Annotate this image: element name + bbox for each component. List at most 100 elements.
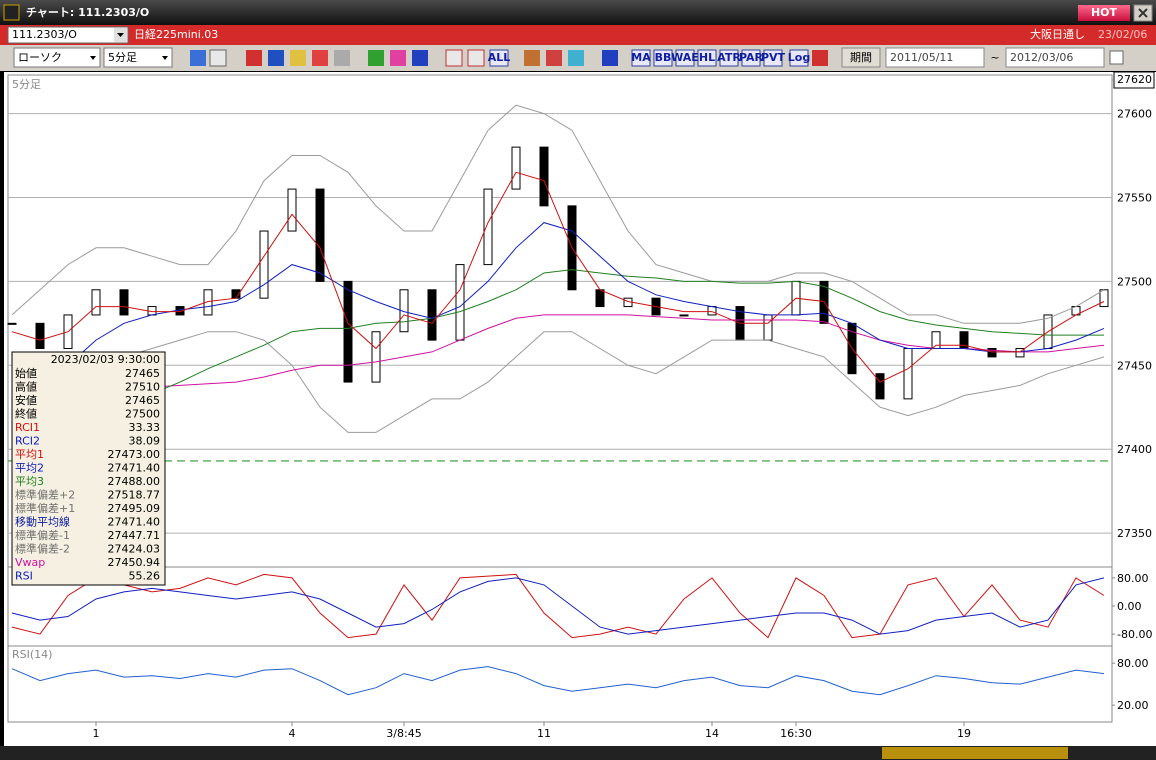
date-to[interactable]: 2012/03/06 [1010,51,1073,64]
tool-icon[interactable] [568,50,584,66]
tool-icon[interactable] [190,50,206,66]
tool-icon[interactable] [334,50,350,66]
candle [315,188,325,282]
indicator-button[interactable] [631,49,651,67]
candle [679,314,689,317]
info-label: RCI1 [15,421,40,434]
dropdown-arrow [117,33,124,37]
y-tick-label: 27350 [1117,527,1152,540]
chart-kind-select[interactable] [13,47,101,68]
period-button[interactable] [841,47,881,68]
tool-icon[interactable] [246,50,262,66]
indicator-button[interactable] [719,49,739,67]
y-tick-label: -80.00 [1117,628,1152,641]
info-box-bg [11,351,166,586]
code-box[interactable] [7,26,129,44]
info-value: 27465 [125,394,160,407]
y-tick-label: 80.00 [1117,657,1149,670]
tool-icon[interactable] [546,50,562,66]
hot-label[interactable]: HOT [1091,6,1118,19]
interval-select[interactable] [103,47,173,68]
candle [707,306,717,316]
close-icon [1138,8,1148,18]
x-tick-label: 14 [705,727,719,740]
chart-kind[interactable]: ローソク [18,51,62,64]
tool-icon[interactable] [368,50,384,66]
series-line [11,222,1105,400]
indicator-button[interactable] [763,49,783,67]
tool-icon[interactable] [412,50,428,66]
series-line [11,577,1105,635]
indicator-button-label[interactable]: Log [788,51,810,64]
indicator-button[interactable] [675,49,695,67]
hot-button[interactable] [1078,5,1130,21]
info-label: 平均2 [15,462,44,475]
indicator-button-label[interactable]: HL [699,51,715,64]
date-from-box[interactable] [885,47,985,68]
dropdown-arrow [162,56,168,60]
candle [259,230,269,299]
code[interactable]: 111.2303/O [12,28,77,41]
tool-icon[interactable] [467,49,485,67]
indicator-button[interactable] [489,49,509,67]
indicator-button[interactable] [741,49,761,67]
candle [903,348,913,400]
tool-icon[interactable] [312,50,328,66]
tool-icon[interactable] [209,49,227,67]
period-label[interactable]: 期間 [850,51,872,64]
interval[interactable]: 5分足 [108,51,137,64]
info-value: 27424.03 [108,543,161,556]
indicator-button-label[interactable]: PVT [761,51,786,64]
candle [539,146,549,207]
info-value: 27510 [125,381,160,394]
tool-icon[interactable] [390,50,406,66]
y-tick-label: 27450 [1117,359,1152,372]
tool-icon[interactable] [524,50,540,66]
series-line [11,104,1105,324]
dropdown-arrow [90,56,96,60]
candle [7,322,17,325]
series-line [11,171,1105,383]
indicator-button-label[interactable]: BB [655,51,672,64]
tool-icon[interactable] [268,50,284,66]
y-tick-label: 27550 [1117,191,1152,204]
tool-icon[interactable] [290,50,306,66]
series-line [11,573,1105,639]
date-from[interactable]: 2011/05/11 [890,51,953,64]
candle [91,289,101,316]
tool-icon[interactable] [445,49,463,67]
info-label: 標準偏差+1 [15,501,75,515]
tool-icon[interactable] [602,50,618,66]
info-value: 27471.40 [108,516,161,529]
series-line [11,331,1105,433]
indicator-button-label[interactable]: MA [631,51,651,64]
checkbox[interactable] [1109,50,1124,65]
session: 大阪日通し [1030,27,1085,41]
chart-title: 5分足 [12,78,41,91]
tool-icon[interactable] [812,50,828,66]
info-label: 平均3 [15,475,44,488]
date: 23/02/06 [1098,28,1147,41]
indicator-button[interactable] [653,49,673,67]
candle [763,314,773,341]
indicator-button-label[interactable]: WAE [671,51,699,64]
x-tick-label: 11 [537,727,551,740]
candle [987,348,997,358]
y-tick-label: 27500 [1117,275,1152,288]
panel-title: RSI(14) [12,648,52,661]
indicator-button[interactable] [697,49,717,67]
scrollbar[interactable] [0,746,1156,760]
plot-frame [7,74,1113,723]
indicator-button-label[interactable]: PAR [739,51,764,64]
date-to-box[interactable] [1005,47,1105,68]
info-value: 27450.94 [108,556,161,569]
series-line [11,314,1105,417]
scroll-thumb[interactable] [882,747,1068,759]
indicator-button-label[interactable]: ALL [488,51,511,64]
info-label: 始値 [15,366,37,380]
indicator-button-label[interactable]: ATR [717,51,741,64]
indicator-button[interactable] [789,49,809,67]
info-label: 終値 [15,407,37,421]
